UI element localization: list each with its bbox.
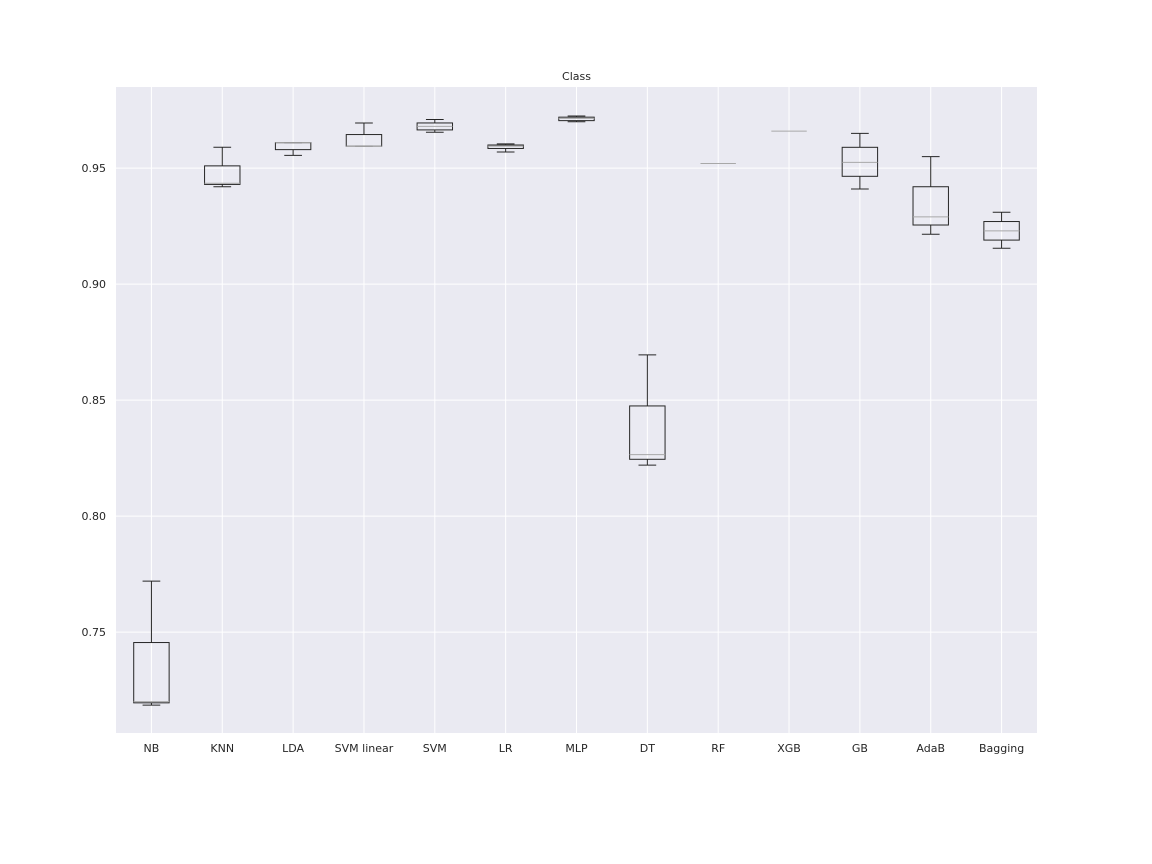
x-tick-label: LR [499, 742, 513, 755]
y-tick-label: 0.90 [82, 278, 107, 291]
box-svm-linear [345, 122, 383, 147]
box-knn [204, 146, 241, 188]
iqr-box [558, 116, 595, 122]
y-tick-label: 0.95 [82, 162, 107, 175]
x-tick-label: KNN [210, 742, 234, 755]
x-tick-label: Bagging [979, 742, 1024, 755]
box-svm [416, 118, 454, 133]
iqr-box [487, 144, 524, 149]
iqr-box [204, 165, 241, 185]
x-axis-ticks: NB KNN LDA SVM linear SVM LR MLP DT RF XGB GB AdaB B… [144, 742, 1025, 755]
box-dt [629, 354, 666, 466]
x-tick-label: SVM linear [335, 742, 394, 755]
chart-title: Class [562, 70, 591, 83]
box-gb [841, 132, 879, 190]
x-tick-label: NB [144, 742, 160, 755]
box-lda [274, 142, 312, 156]
boxes [133, 115, 1020, 706]
iqr-box [912, 186, 949, 226]
y-tick-label: 0.75 [82, 626, 107, 639]
y-tick-label: 0.80 [82, 510, 107, 523]
grid-lines [116, 87, 1037, 733]
box-lr [487, 143, 524, 153]
x-tick-label: SVM [423, 742, 447, 755]
iqr-box [841, 146, 879, 177]
x-tick-label: MLP [565, 742, 588, 755]
y-tick-label: 0.85 [82, 394, 107, 407]
x-tick-label: XGB [777, 742, 801, 755]
iqr-box [629, 405, 666, 460]
box-bagging [983, 211, 1020, 249]
x-tick-label: GB [852, 742, 868, 755]
y-axis-ticks: 0.75 0.80 0.85 0.90 0.95 [82, 162, 107, 639]
x-tick-label: AdaB [916, 742, 945, 755]
box-nb [133, 580, 170, 706]
iqr-box [133, 642, 170, 704]
x-tick-label: RF [711, 742, 725, 755]
x-tick-label: DT [640, 742, 655, 755]
box-mlp [558, 115, 595, 123]
x-tick-label: LDA [282, 742, 304, 755]
box-adab [912, 156, 949, 235]
